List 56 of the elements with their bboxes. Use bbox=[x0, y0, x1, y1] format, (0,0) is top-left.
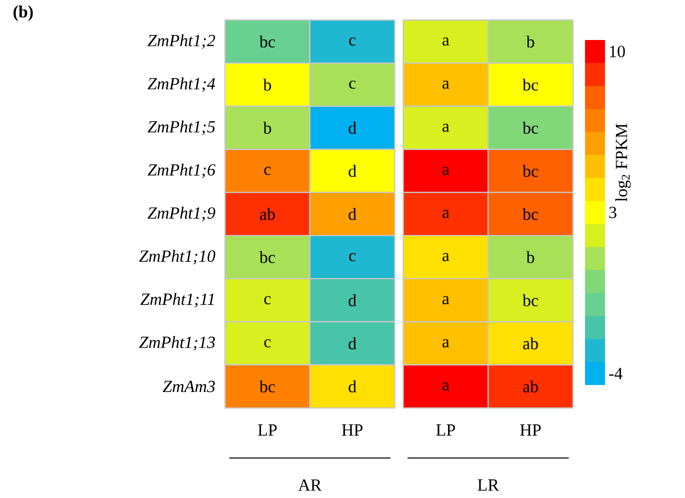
data-label: a bbox=[442, 296, 450, 304]
data-label: a bbox=[442, 166, 450, 175]
y-tick-label: ZmPht1;4 bbox=[148, 77, 216, 92]
color-bar-label: -4 bbox=[609, 368, 622, 380]
y-tick-label: ZmAm3 bbox=[162, 380, 215, 392]
y-tick-label: ZmPht1;2 bbox=[148, 34, 216, 49]
x-tick-label: HP bbox=[342, 424, 362, 436]
data-label: bc bbox=[259, 380, 275, 392]
data-label: b bbox=[263, 78, 272, 91]
text: LR bbox=[478, 479, 499, 491]
data-label: bc bbox=[522, 122, 538, 134]
data-label: bc bbox=[259, 251, 275, 264]
text: AR bbox=[298, 479, 322, 491]
data-label: ab bbox=[260, 208, 275, 220]
text: (b) bbox=[14, 6, 33, 21]
data-label: ab bbox=[523, 380, 538, 392]
data-label: b bbox=[526, 36, 534, 48]
data-label: bc bbox=[522, 164, 538, 177]
data-label: a bbox=[442, 210, 450, 218]
data-label: b bbox=[263, 122, 272, 134]
data-label: c bbox=[264, 339, 271, 348]
x-tick-label: HP bbox=[520, 424, 541, 436]
data-label: a bbox=[442, 339, 450, 348]
y-tick-label: ZmPht1;13 bbox=[139, 336, 215, 351]
color-bar-title: log$_{2}$ FPKM bbox=[615, 124, 631, 202]
x-tick-label: LP bbox=[258, 424, 277, 436]
data-label: ab bbox=[523, 337, 538, 350]
y-tick-label: ZmPht1;6 bbox=[148, 164, 216, 178]
color-bar-label: 3 bbox=[609, 206, 616, 218]
data-label: c bbox=[349, 37, 356, 46]
data-label: a bbox=[442, 382, 450, 391]
data-label: c bbox=[264, 166, 271, 175]
data-label: a bbox=[442, 37, 450, 46]
y-tick-label: ZmPht1;9 bbox=[148, 206, 216, 222]
data-label: d bbox=[348, 294, 356, 306]
y-tick-label: ZmPht1;11 bbox=[140, 293, 214, 308]
data-label: bc bbox=[259, 36, 275, 48]
data-label: bc bbox=[522, 78, 538, 91]
data-label: c bbox=[349, 253, 356, 262]
data-label: c bbox=[264, 296, 271, 304]
y-tick-label: ZmPht1;5 bbox=[148, 120, 215, 135]
data-label: bc bbox=[522, 294, 538, 306]
data-label: c bbox=[349, 80, 356, 89]
data-label: a bbox=[442, 124, 450, 132]
data-label: bc bbox=[522, 208, 538, 220]
data-label: b bbox=[526, 251, 534, 264]
data-label: a bbox=[442, 80, 450, 89]
data-label: d bbox=[348, 337, 356, 350]
data-label: d bbox=[348, 208, 356, 220]
data-label: d bbox=[348, 380, 356, 392]
x-tick-label: LP bbox=[436, 424, 455, 436]
data-label: d bbox=[348, 122, 356, 134]
data-label: a bbox=[442, 253, 450, 262]
data-label: d bbox=[348, 164, 356, 177]
y-tick-label: ZmPht1;10 bbox=[139, 250, 216, 264]
color-bar-label: 10 bbox=[610, 46, 625, 58]
